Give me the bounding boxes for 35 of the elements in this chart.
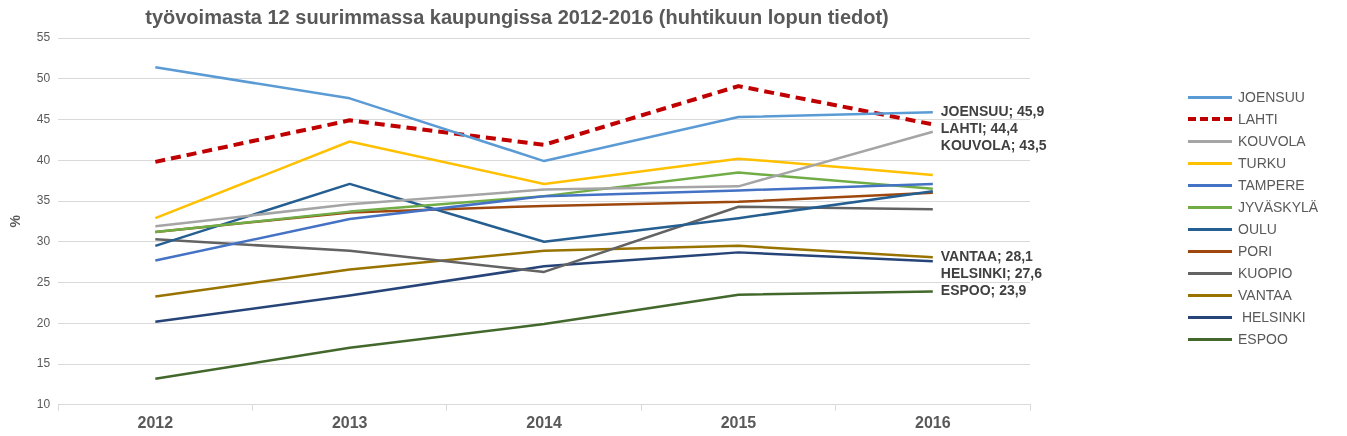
x-tick-label: 2014	[526, 413, 562, 431]
annotation: KOUVOLA; 43,5	[940, 137, 1047, 154]
y-tick-label: 40	[36, 152, 51, 167]
legend-label: PORI	[1238, 243, 1273, 259]
legend-label: LAHTI	[1238, 111, 1278, 127]
annotation: LAHTI; 44,4	[940, 120, 1019, 137]
y-tick-label: 25	[36, 274, 51, 289]
legend-label: HELSINKI	[1240, 309, 1306, 325]
annotation: HELSINKI; 27,6	[940, 265, 1043, 282]
legend-label: KOUVOLA	[1238, 133, 1306, 149]
legend-label: JYVÄSKYLÄ	[1238, 199, 1319, 215]
y-tick-label: 55	[36, 30, 51, 45]
x-tick-label: 2012	[137, 413, 174, 431]
y-tick-label: 20	[36, 315, 51, 330]
x-tick-label: 2013	[331, 413, 368, 431]
legend-label: VANTAA	[1238, 287, 1292, 303]
y-tick-label: 35	[36, 193, 51, 208]
x-tick-label: 2016	[915, 413, 951, 431]
legend-label: KUOPIO	[1238, 265, 1293, 281]
y-tick-label: 30	[36, 234, 51, 249]
y-tick-label: 50	[36, 71, 51, 86]
legend-label: ESPOO	[1238, 331, 1288, 347]
legend-label: JOENSUU	[1238, 89, 1305, 105]
legend-label: TAMPERE	[1238, 177, 1305, 193]
y-tick-label: 10	[36, 397, 51, 412]
annotation: JOENSUU; 45,9	[940, 103, 1045, 120]
legend-label: TURKU	[1238, 155, 1287, 171]
x-tick-label: 2015	[720, 413, 757, 431]
y-axis-title: %	[7, 214, 24, 228]
y-tick-label: 45	[36, 111, 51, 126]
annotation: ESPOO; 23,9	[940, 282, 1027, 299]
legend-label: OULU	[1238, 221, 1277, 237]
y-tick-label: 15	[36, 356, 51, 371]
annotation: VANTAA; 28,1	[940, 248, 1034, 265]
chart-title: työvoimasta 12 suurimmassa kaupungissa 2012-2016 (huhtikuun lopun tiedot)	[145, 5, 889, 28]
